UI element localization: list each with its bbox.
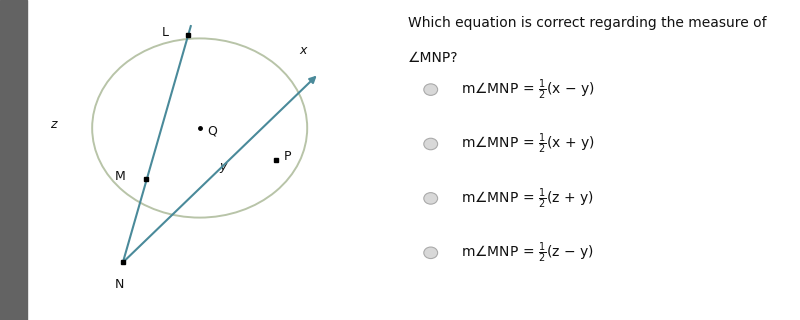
Circle shape bbox=[424, 247, 438, 259]
Circle shape bbox=[424, 84, 438, 95]
Text: m$\angle$MNP = $\frac{1}{2}$(x $-$ y): m$\angle$MNP = $\frac{1}{2}$(x $-$ y) bbox=[462, 77, 595, 102]
Circle shape bbox=[424, 138, 438, 150]
Text: L: L bbox=[162, 26, 168, 38]
Text: z: z bbox=[50, 118, 57, 131]
Bar bbox=[0, 0, 27, 320]
Text: N: N bbox=[115, 278, 125, 291]
Text: Q: Q bbox=[207, 125, 218, 138]
Text: P: P bbox=[284, 150, 292, 163]
Text: m$\angle$MNP = $\frac{1}{2}$(z + y): m$\angle$MNP = $\frac{1}{2}$(z + y) bbox=[462, 186, 594, 211]
Text: M: M bbox=[115, 170, 126, 182]
Text: m$\angle$MNP = $\frac{1}{2}$(z $-$ y): m$\angle$MNP = $\frac{1}{2}$(z $-$ y) bbox=[462, 241, 594, 265]
Text: y: y bbox=[219, 160, 226, 172]
Text: x: x bbox=[299, 44, 307, 57]
Text: m$\angle$MNP = $\frac{1}{2}$(x + y): m$\angle$MNP = $\frac{1}{2}$(x + y) bbox=[462, 132, 595, 156]
Text: ∠MNP?: ∠MNP? bbox=[408, 51, 458, 65]
Text: Which equation is correct regarding the measure of: Which equation is correct regarding the … bbox=[408, 16, 766, 30]
Circle shape bbox=[424, 193, 438, 204]
